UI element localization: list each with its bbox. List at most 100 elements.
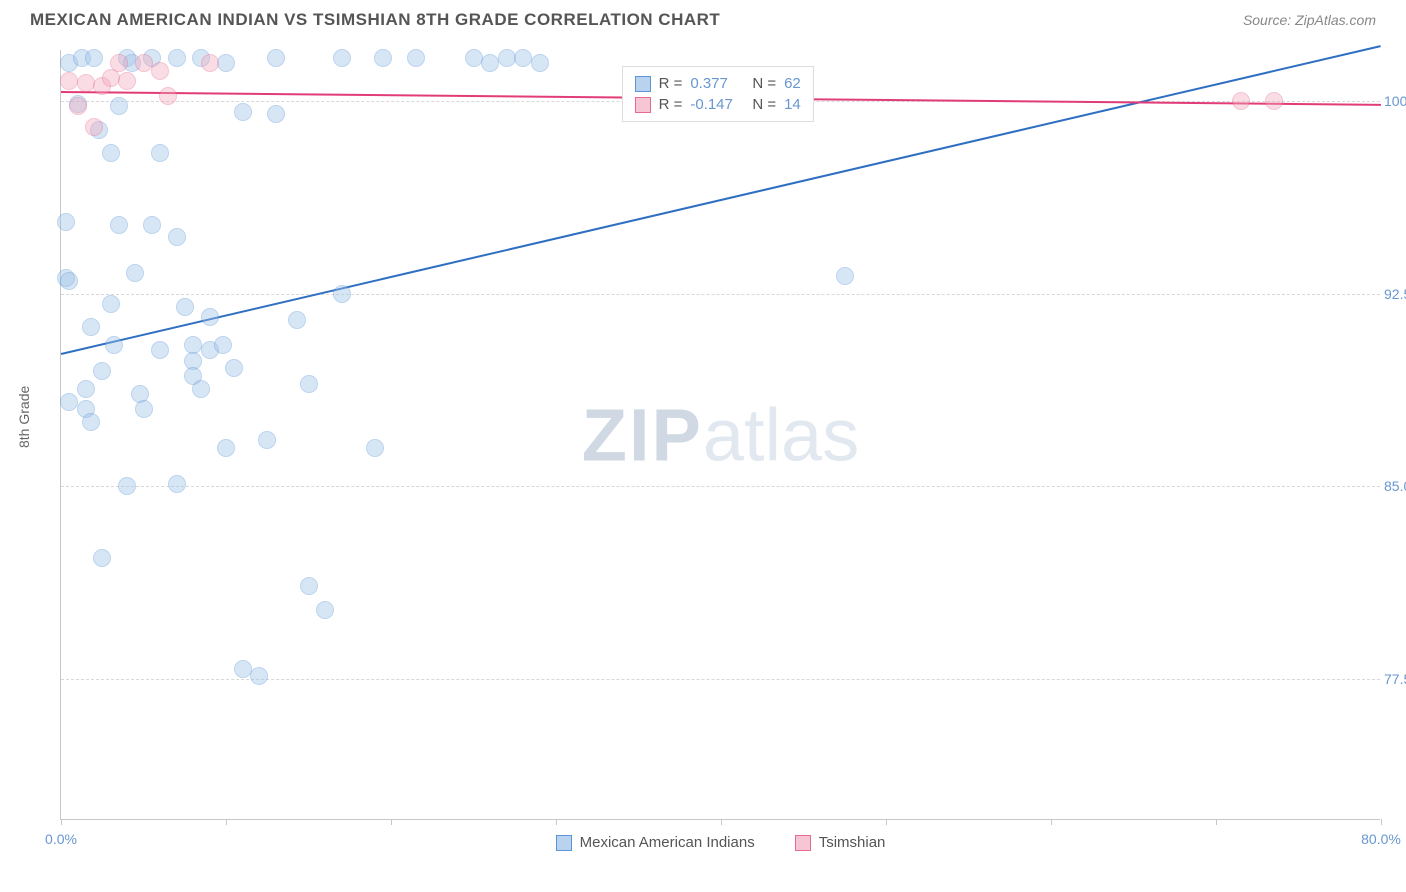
data-point bbox=[110, 216, 128, 234]
data-point bbox=[407, 49, 425, 67]
data-point bbox=[234, 660, 252, 678]
data-point bbox=[135, 54, 153, 72]
x-tick bbox=[721, 819, 722, 825]
chart-title: MEXICAN AMERICAN INDIAN VS TSIMSHIAN 8TH… bbox=[30, 10, 720, 30]
data-point bbox=[151, 144, 169, 162]
data-point bbox=[168, 475, 186, 493]
data-point bbox=[93, 362, 111, 380]
data-point bbox=[267, 105, 285, 123]
n-label: N = bbox=[752, 96, 776, 113]
watermark-part1: ZIP bbox=[582, 393, 703, 476]
data-point bbox=[82, 413, 100, 431]
x-tick bbox=[1381, 819, 1382, 825]
r-value: -0.147 bbox=[690, 96, 744, 113]
data-point bbox=[118, 477, 136, 495]
y-axis-label: 8th Grade bbox=[16, 386, 32, 448]
data-point bbox=[168, 228, 186, 246]
data-point bbox=[60, 393, 78, 411]
data-point bbox=[118, 72, 136, 90]
watermark: ZIPatlas bbox=[582, 392, 859, 477]
data-point bbox=[316, 601, 334, 619]
data-point bbox=[201, 54, 219, 72]
data-point bbox=[60, 272, 78, 290]
scatter-chart: ZIPatlas 77.5%85.0%92.5%100.0%0.0%80.0%R… bbox=[60, 50, 1380, 820]
data-point bbox=[234, 103, 252, 121]
data-point bbox=[126, 264, 144, 282]
n-label: N = bbox=[752, 75, 776, 92]
legend-swatch bbox=[556, 835, 572, 851]
data-point bbox=[176, 298, 194, 316]
source-label: Source: ZipAtlas.com bbox=[1243, 12, 1376, 28]
legend-item: Mexican American Indians bbox=[556, 834, 755, 851]
data-point bbox=[93, 549, 111, 567]
data-point bbox=[77, 380, 95, 398]
x-tick bbox=[1216, 819, 1217, 825]
data-point bbox=[168, 49, 186, 67]
x-tick bbox=[61, 819, 62, 825]
y-tick-label: 85.0% bbox=[1384, 478, 1406, 494]
r-value: 0.377 bbox=[690, 75, 744, 92]
legend-row: R =-0.147N =14 bbox=[635, 94, 801, 115]
data-point bbox=[143, 216, 161, 234]
data-point bbox=[110, 97, 128, 115]
data-point bbox=[300, 577, 318, 595]
data-point bbox=[85, 49, 103, 67]
legend-item: Tsimshian bbox=[795, 834, 886, 851]
y-tick-label: 100.0% bbox=[1384, 93, 1406, 109]
legend-row: R = 0.377 N = 62 bbox=[635, 73, 801, 94]
series-legend: Mexican American Indians Tsimshian bbox=[61, 834, 1380, 851]
x-tick bbox=[1051, 819, 1052, 825]
data-point bbox=[102, 295, 120, 313]
legend-swatch bbox=[635, 97, 651, 113]
data-point bbox=[151, 341, 169, 359]
x-tick bbox=[391, 819, 392, 825]
data-point bbox=[498, 49, 516, 67]
legend-swatch bbox=[635, 76, 651, 92]
data-point bbox=[1265, 92, 1283, 110]
gridline bbox=[61, 294, 1380, 295]
data-point bbox=[217, 54, 235, 72]
data-point bbox=[288, 311, 306, 329]
data-point bbox=[250, 667, 268, 685]
data-point bbox=[531, 54, 549, 72]
n-value: 62 bbox=[784, 75, 801, 92]
data-point bbox=[60, 72, 78, 90]
data-point bbox=[82, 318, 100, 336]
data-point bbox=[514, 49, 532, 67]
x-tick bbox=[226, 819, 227, 825]
data-point bbox=[217, 439, 235, 457]
data-point bbox=[77, 74, 95, 92]
data-point bbox=[102, 69, 120, 87]
y-tick-label: 92.5% bbox=[1384, 286, 1406, 302]
watermark-part2: atlas bbox=[703, 393, 859, 476]
data-point bbox=[110, 54, 128, 72]
x-tick bbox=[886, 819, 887, 825]
data-point bbox=[135, 400, 153, 418]
data-point bbox=[366, 439, 384, 457]
data-point bbox=[225, 359, 243, 377]
data-point bbox=[102, 144, 120, 162]
data-point bbox=[374, 49, 392, 67]
data-point bbox=[57, 213, 75, 231]
data-point bbox=[300, 375, 318, 393]
data-point bbox=[105, 336, 123, 354]
legend-label: Tsimshian bbox=[819, 834, 886, 851]
legend-swatch bbox=[795, 835, 811, 851]
chart-header: MEXICAN AMERICAN INDIAN VS TSIMSHIAN 8TH… bbox=[0, 0, 1406, 38]
data-point bbox=[192, 380, 210, 398]
y-tick-label: 77.5% bbox=[1384, 671, 1406, 687]
data-point bbox=[836, 267, 854, 285]
data-point bbox=[333, 285, 351, 303]
data-point bbox=[481, 54, 499, 72]
data-point bbox=[69, 97, 87, 115]
n-value: 14 bbox=[784, 96, 801, 113]
data-point bbox=[214, 336, 232, 354]
data-point bbox=[1232, 92, 1250, 110]
data-point bbox=[85, 118, 103, 136]
gridline bbox=[61, 486, 1380, 487]
x-tick bbox=[556, 819, 557, 825]
data-point bbox=[267, 49, 285, 67]
data-point bbox=[159, 87, 177, 105]
r-label: R = bbox=[659, 75, 683, 92]
legend-label: Mexican American Indians bbox=[580, 834, 755, 851]
